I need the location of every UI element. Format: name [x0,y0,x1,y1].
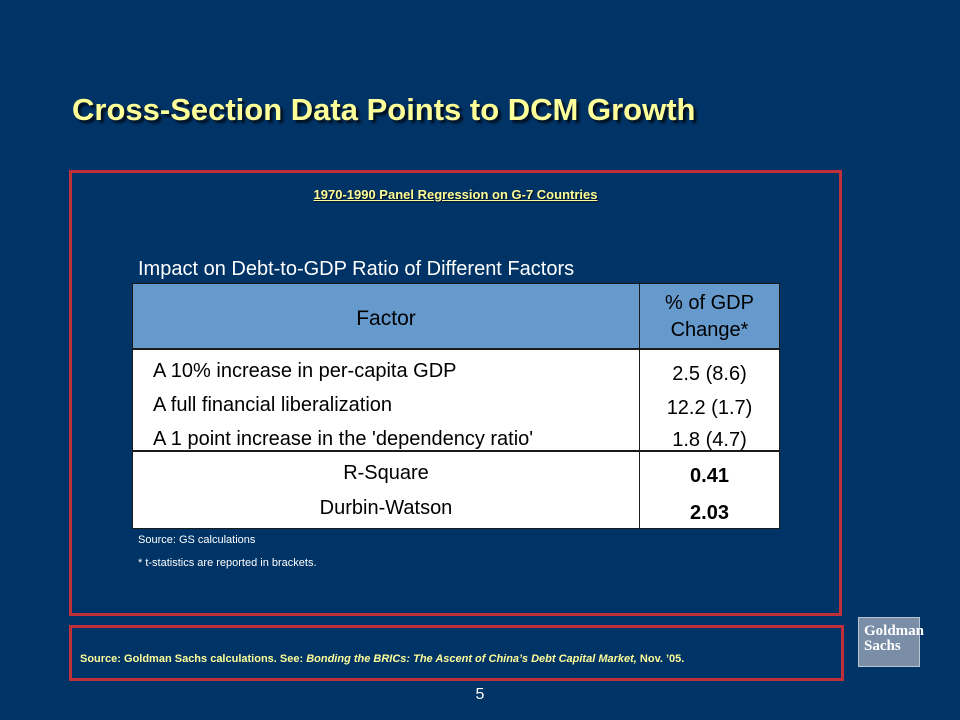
factor-table: Factor % of GDP Change* A 10% increase i… [132,283,780,529]
table-title: Impact on Debt-to-GDP Ratio of Different… [138,258,575,280]
logo-line2: Sachs [864,638,901,654]
source-citation: Source: Goldman Sachs calculations. See:… [80,653,684,665]
slide-title: Cross-Section Data Points to DCM Growth [72,92,696,127]
note-t-statistics: * t-statistics are reported in brackets. [138,557,317,569]
header-pct-line1: % of GDP [665,292,754,314]
regression-panel: 1970-1990 Panel Regression on G-7 Countr… [69,170,842,616]
source-publication: Bonding the BRICs: The Ascent of China’s… [306,653,637,665]
factor-row-label: A 1 point increase in the 'dependency ra… [153,428,534,450]
stat-value-durbin-watson: 2.03 [690,502,729,524]
header-pct-line2: Change* [670,319,749,341]
source-prefix: Source: Goldman Sachs calculations. See: [80,653,307,665]
note-source: Source: GS calculations [138,534,256,546]
logo-line1: Goldman [864,623,925,639]
stat-value-r-square: 0.41 [690,465,729,487]
factor-row-value: 2.5 (8.6) [672,363,747,385]
stat-label-r-square: R-Square [343,462,429,484]
source-suffix: Nov. ’05. [636,653,685,665]
column-divider [639,284,640,528]
header-factor: Factor [356,307,416,330]
factor-row-label: A 10% increase in per-capita GDP [153,360,457,382]
factor-row-value: 12.2 (1.7) [666,397,753,419]
page-number: 5 [475,686,485,703]
section-divider [133,450,779,452]
source-box: Source: Goldman Sachs calculations. See:… [69,625,844,681]
factor-row-value: 1.8 (4.7) [672,429,747,451]
goldman-sachs-logo: Goldman Sachs [858,617,925,667]
stat-label-durbin-watson: Durbin-Watson [319,497,453,519]
panel-subtitle: 1970-1990 Panel Regression on G-7 Countr… [313,187,598,202]
factor-row-label: A full financial liberalization [153,394,393,416]
header-pct-change: % of GDP Change* [640,290,779,344]
table-header: Factor % of GDP Change* [133,284,779,350]
